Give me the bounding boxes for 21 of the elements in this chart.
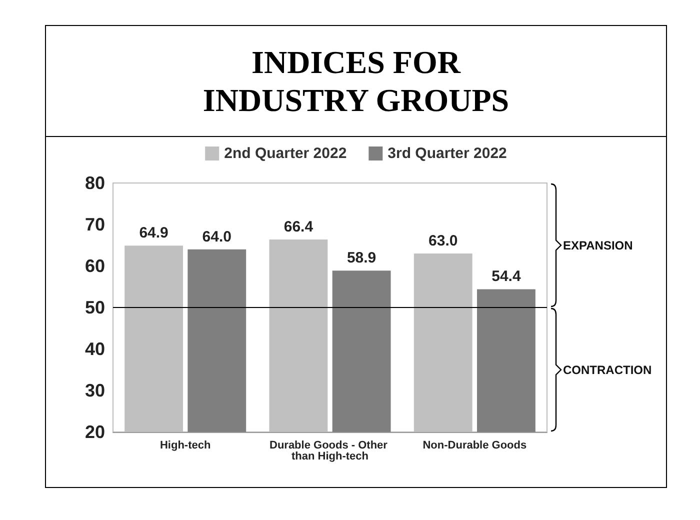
text: CONTRACTION	[563, 362, 652, 377]
x-tick-label: Non-Durable Goods	[422, 440, 527, 452]
data-label: 63.0	[428, 232, 458, 250]
chart-title: INDICES FOR INDUSTRY GROUPS	[46, 26, 666, 137]
data-label: 58.9	[346, 250, 376, 267]
data-label: 66.4	[284, 218, 314, 236]
y-tick-label: 20	[84, 422, 105, 442]
x-tick-label: Durable Goods - Other than High-tech	[269, 440, 391, 462]
legend-label: 3rd Quarter 2022	[388, 145, 507, 162]
y-tick-label: 30	[84, 380, 105, 400]
y-tick-label: 80	[84, 173, 105, 193]
x-tick-label: High-tech	[160, 440, 211, 452]
y-tick-label: 70	[84, 214, 105, 234]
data-label: 54.4	[492, 268, 522, 286]
data-label: 64.9	[139, 224, 168, 242]
y-tick-label: 40	[84, 339, 105, 359]
data-label: 64.0	[202, 228, 232, 246]
text: EXPANSION	[563, 238, 633, 252]
legend-label: 2nd Quarter 2022	[224, 145, 347, 162]
y-tick-label: 50	[84, 298, 105, 318]
y-tick-label: 60	[84, 256, 105, 276]
